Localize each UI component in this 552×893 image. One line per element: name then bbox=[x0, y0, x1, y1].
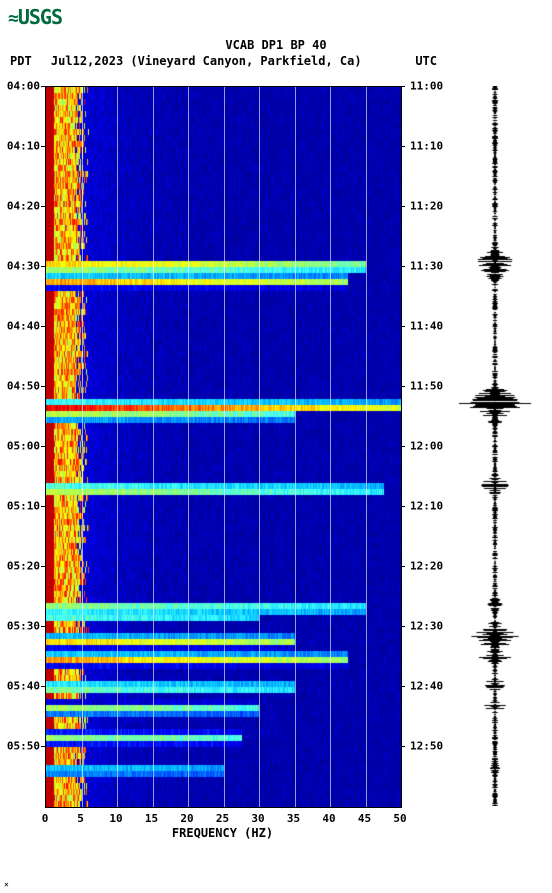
y-tick-right: 12:40 bbox=[410, 680, 443, 693]
y-tick-left: 05:50 bbox=[7, 740, 40, 753]
y-tick-right: 12:20 bbox=[410, 560, 443, 573]
x-tick: 35 bbox=[287, 812, 300, 825]
chart-subtitle: PDT Jul12,2023 (Vineyard Canyon, Parkfie… bbox=[10, 54, 362, 68]
y-tick-right: 11:40 bbox=[410, 320, 443, 333]
x-axis-label: FREQUENCY (HZ) bbox=[45, 826, 400, 840]
x-tick: 5 bbox=[77, 812, 84, 825]
utc-label: UTC bbox=[415, 54, 437, 68]
date-location: Jul12,2023 (Vineyard Canyon, Parkfield, … bbox=[51, 54, 362, 68]
x-tick: 10 bbox=[109, 812, 122, 825]
chart-title: VCAB DP1 BP 40 bbox=[0, 38, 552, 52]
y-tick-left: 05:10 bbox=[7, 500, 40, 513]
y-tick-right: 12:30 bbox=[410, 620, 443, 633]
y-axis-left-ticks: 04:0004:1004:2004:3004:4004:5005:0005:10… bbox=[0, 86, 42, 806]
y-tick-left: 05:30 bbox=[7, 620, 40, 633]
y-tick-right: 11:30 bbox=[410, 260, 443, 273]
x-tick: 45 bbox=[358, 812, 371, 825]
x-tick: 30 bbox=[251, 812, 264, 825]
footnote: × bbox=[4, 880, 9, 889]
y-tick-left: 05:20 bbox=[7, 560, 40, 573]
y-tick-right: 12:00 bbox=[410, 440, 443, 453]
y-tick-left: 04:30 bbox=[7, 260, 40, 273]
y-tick-left: 04:00 bbox=[7, 80, 40, 93]
y-tick-left: 05:40 bbox=[7, 680, 40, 693]
usgs-logo: ≈USGS bbox=[8, 5, 62, 29]
x-tick: 25 bbox=[216, 812, 229, 825]
logo-text: USGS bbox=[18, 5, 62, 29]
y-tick-left: 04:40 bbox=[7, 320, 40, 333]
y-tick-left: 04:50 bbox=[7, 380, 40, 393]
y-tick-right: 11:10 bbox=[410, 140, 443, 153]
y-tick-right: 11:20 bbox=[410, 200, 443, 213]
y-tick-left: 05:00 bbox=[7, 440, 40, 453]
y-axis-right-ticks: 11:0011:1011:2011:3011:4011:5012:0012:10… bbox=[404, 86, 446, 806]
y-tick-right: 12:10 bbox=[410, 500, 443, 513]
y-tick-left: 04:20 bbox=[7, 200, 40, 213]
y-tick-right: 12:50 bbox=[410, 740, 443, 753]
logo-wave-icon: ≈ bbox=[8, 8, 18, 29]
y-tick-right: 11:50 bbox=[410, 380, 443, 393]
x-tick: 40 bbox=[322, 812, 335, 825]
x-tick: 0 bbox=[42, 812, 49, 825]
spectrogram-plot bbox=[45, 86, 402, 808]
x-tick: 20 bbox=[180, 812, 193, 825]
x-tick: 50 bbox=[393, 812, 406, 825]
y-tick-right: 11:00 bbox=[410, 80, 443, 93]
seismogram-panel bbox=[455, 86, 535, 806]
seismogram-canvas bbox=[455, 86, 535, 806]
x-tick: 15 bbox=[145, 812, 158, 825]
y-tick-left: 04:10 bbox=[7, 140, 40, 153]
pdt-label: PDT bbox=[10, 54, 32, 68]
